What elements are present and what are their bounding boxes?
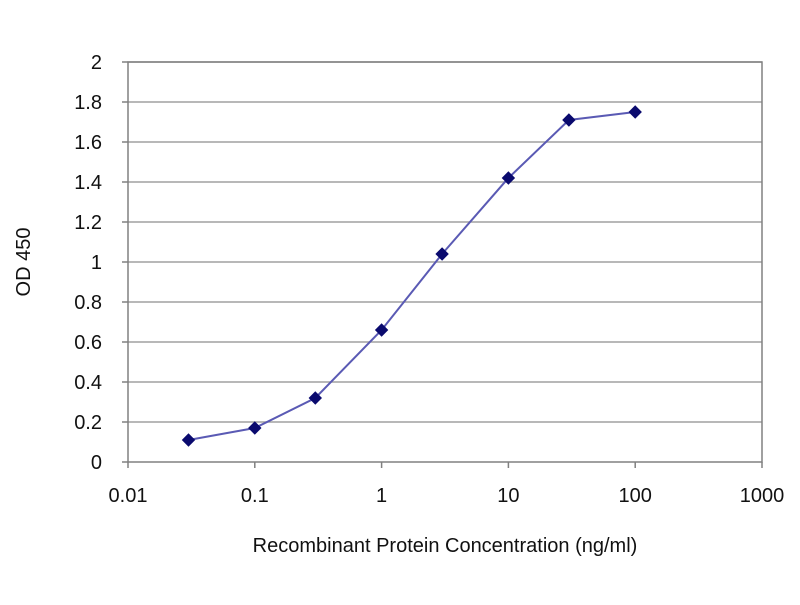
data-point-marker — [374, 323, 389, 337]
axes — [122, 61, 763, 468]
y-tick-label: 0.4 — [74, 372, 102, 394]
y-tick-label: 1.8 — [74, 92, 102, 114]
data-point-marker — [181, 433, 196, 447]
y-tick-label: 0.2 — [74, 412, 102, 434]
data-point-marker — [628, 105, 642, 119]
x-tick-label: 0.1 — [241, 485, 269, 507]
y-tick-label: 0 — [91, 452, 102, 474]
data-point-marker — [562, 113, 576, 127]
y-tick-label: 0.6 — [74, 332, 102, 354]
y-tick-label: 0.8 — [74, 292, 102, 314]
grid-lines — [128, 61, 762, 423]
y-tick-label: 1.2 — [74, 212, 102, 234]
plot-frame — [127, 61, 763, 463]
x-tick-label: 1 — [376, 485, 387, 507]
series-line — [188, 111, 636, 441]
y-tick-label: 2 — [91, 52, 102, 74]
data-point-marker — [435, 247, 449, 261]
y-axis-title: OD 450 — [13, 228, 35, 297]
y-tick-label: 1.6 — [74, 132, 102, 154]
x-tick-label: 0.01 — [109, 485, 148, 507]
y-tick-label: 1 — [91, 252, 102, 274]
x-tick-label: 100 — [619, 485, 652, 507]
data-point-marker — [248, 421, 262, 435]
x-tick-label: 1000 — [740, 485, 785, 507]
tick-labels: 0 0.2 0.4 0.6 0.8 1 1.2 1.4 1.6 1.8 2 0.01 0.1 1 10 100… — [74, 52, 784, 507]
data-point-marker — [501, 171, 516, 185]
x-tick-label: 10 — [497, 485, 519, 507]
x-axis-title: Recombinant Protein Concentration (ng/ml… — [253, 535, 638, 557]
y-tick-label: 1.4 — [74, 172, 102, 194]
data-series — [181, 105, 642, 447]
data-point-marker — [308, 391, 323, 405]
